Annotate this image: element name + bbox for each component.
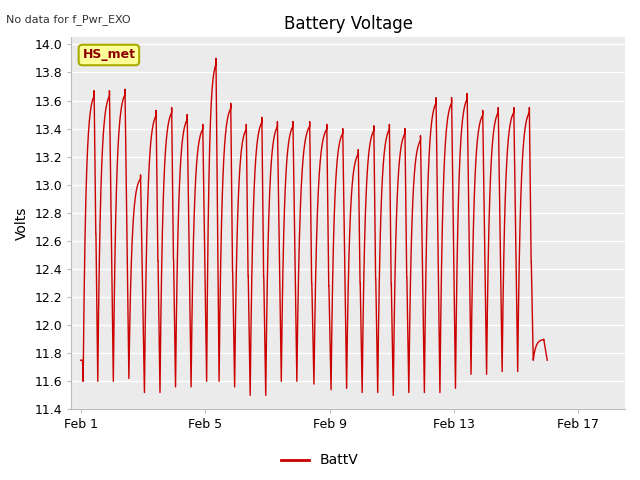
Text: HS_met: HS_met: [83, 48, 136, 61]
Legend: BattV: BattV: [276, 448, 364, 473]
Text: No data for f_Pwr_EXO: No data for f_Pwr_EXO: [6, 14, 131, 25]
Title: Battery Voltage: Battery Voltage: [284, 15, 413, 33]
Y-axis label: Volts: Volts: [15, 207, 29, 240]
